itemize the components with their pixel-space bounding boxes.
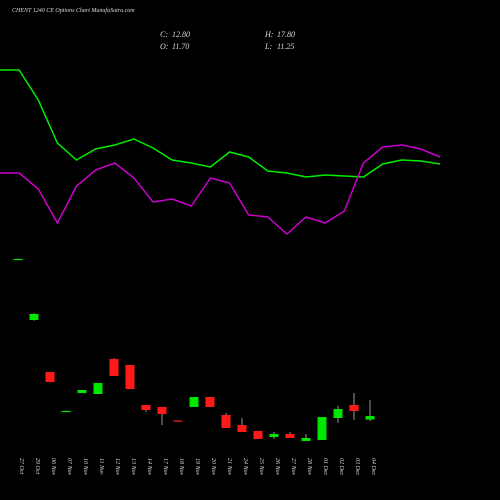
candle-body (125, 365, 135, 389)
candle-body (333, 409, 343, 418)
x-tick-label: 28 Nov (306, 458, 312, 476)
x-tick-label: 01 Dec (322, 458, 328, 475)
candle-body (349, 405, 359, 411)
x-tick-label: 26 Nov (274, 458, 280, 476)
candle-body (61, 410, 71, 413)
x-tick-label: 20 Nov (210, 458, 216, 476)
x-tick-label: 21 Nov (226, 458, 232, 476)
x-tick-label: 14 Nov (146, 458, 153, 476)
candle-body (317, 417, 327, 441)
x-tick-label: 18 Nov (178, 458, 184, 476)
summary-label: L: (264, 42, 272, 51)
candle-body (189, 397, 199, 407)
candle-body (157, 406, 167, 414)
x-tick-label: 07 Nov (66, 458, 72, 476)
candle-body (29, 313, 39, 321)
candle-body (253, 430, 263, 439)
x-tick-label: 10 Nov (82, 458, 88, 476)
candle-body (77, 389, 87, 393)
candle-body (45, 372, 55, 382)
candle-body (109, 358, 119, 377)
candle-body (237, 425, 247, 433)
summary-value: 11.25 (277, 42, 294, 51)
x-tick-label: 11 Nov (98, 458, 104, 475)
candle-body (269, 433, 279, 437)
summary-label: C: (160, 30, 168, 39)
candle-body (13, 258, 23, 261)
x-tick-label: 12 Nov (114, 458, 120, 476)
x-tick-label: 24 Nov (242, 458, 249, 476)
candle-body (365, 416, 375, 420)
summary-value: 12.80 (172, 30, 190, 39)
candle-body (141, 405, 151, 410)
summary-label: O: (160, 42, 169, 51)
summary-value: 17.80 (277, 30, 295, 39)
summary-value: 11.70 (172, 42, 189, 51)
x-tick-label: 04 Dec (370, 458, 377, 475)
indicator-line (0, 69, 441, 178)
x-tick-label: 02 Dec (338, 458, 344, 475)
summary-label: H: (264, 30, 274, 39)
candle-body (173, 420, 183, 422)
x-tick-label: 27 Nov (290, 458, 296, 476)
candle-body (285, 433, 295, 438)
candle-body (221, 414, 231, 429)
x-tick-label: 25 Nov (258, 458, 264, 476)
indicator-line (0, 144, 441, 236)
x-tick-label: 17 Nov (162, 458, 168, 476)
x-tick-label: 13 Nov (130, 458, 136, 476)
candle-body (205, 397, 215, 407)
x-tick-label: 06 Nov (50, 458, 56, 476)
candle-body (93, 382, 103, 394)
x-tick-label: 27 Oct (18, 458, 24, 474)
chart-title: CHENT 1240 CE Options Chart MunafaSutra.… (12, 7, 135, 14)
candle-body (301, 437, 311, 441)
x-tick-label: 19 Nov (194, 458, 200, 476)
x-tick-label: 03 Dec (354, 458, 360, 475)
x-tick-label: 29 Oct (34, 458, 40, 474)
